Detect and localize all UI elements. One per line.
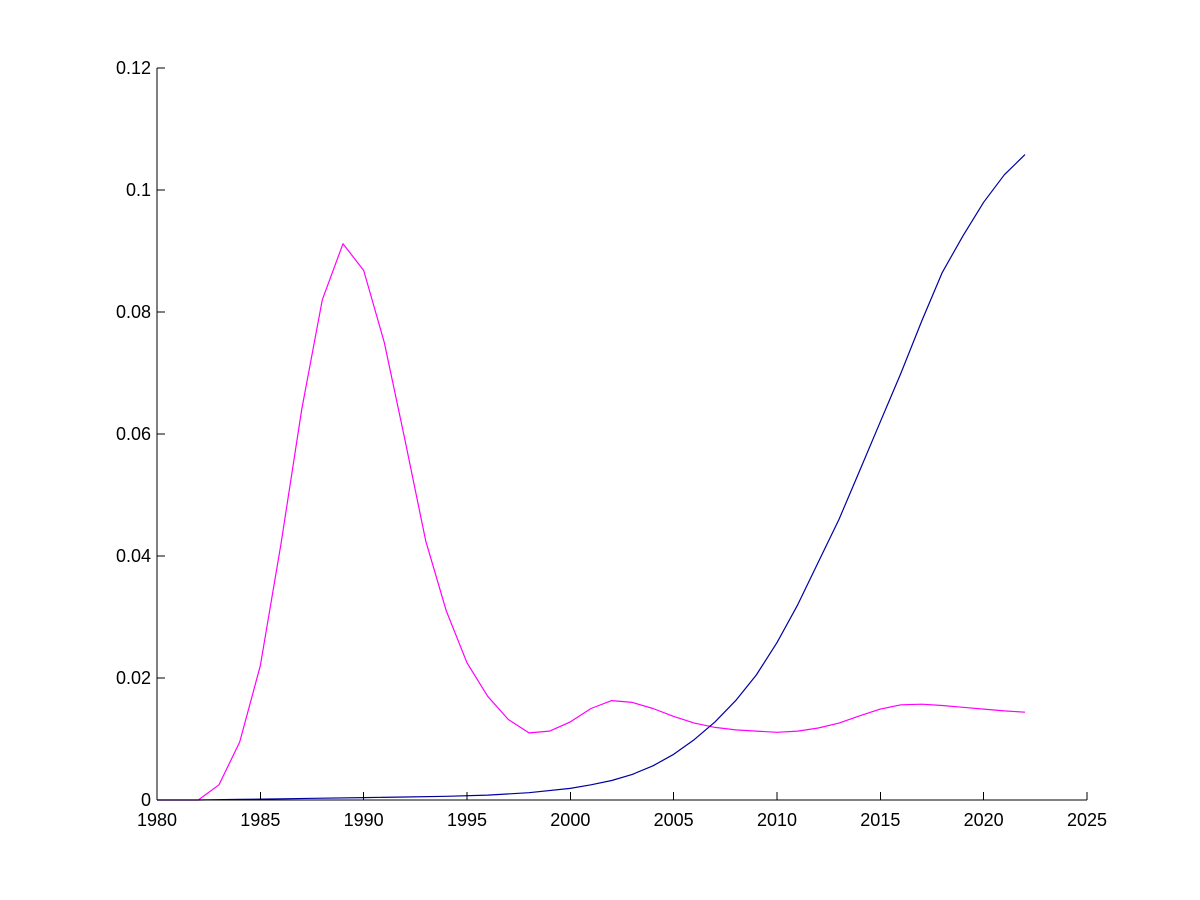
series-line-2 [157, 154, 1026, 801]
y-tick-label: 0.06 [116, 424, 151, 444]
x-tick-label: 2000 [550, 810, 590, 830]
y-tick-label: 0 [141, 790, 151, 810]
x-tick-label: 2025 [1067, 810, 1107, 830]
x-tick-label: 1995 [447, 810, 487, 830]
y-tick-label: 0.02 [116, 668, 151, 688]
series-layer [157, 154, 1026, 801]
axes-layer: 1980 1985 1990 1995 2000 2005 2010 2015 2020 2025… [116, 58, 1107, 830]
y-tick-label: 0.08 [116, 302, 151, 322]
x-tick-label: 2010 [757, 810, 797, 830]
x-tick-label: 1990 [344, 810, 384, 830]
x-tick-label: 2015 [860, 810, 900, 830]
x-tick-label: 2020 [964, 810, 1004, 830]
y-tick-label: 0.04 [116, 546, 151, 566]
series-line-1 [157, 243, 1026, 801]
y-tick-label: 0.1 [126, 180, 151, 200]
x-tick-label: 2005 [654, 810, 694, 830]
y-tick-label: 0.12 [116, 58, 151, 78]
x-tick-label: 1980 [137, 810, 177, 830]
x-tick-label: 1985 [240, 810, 280, 830]
